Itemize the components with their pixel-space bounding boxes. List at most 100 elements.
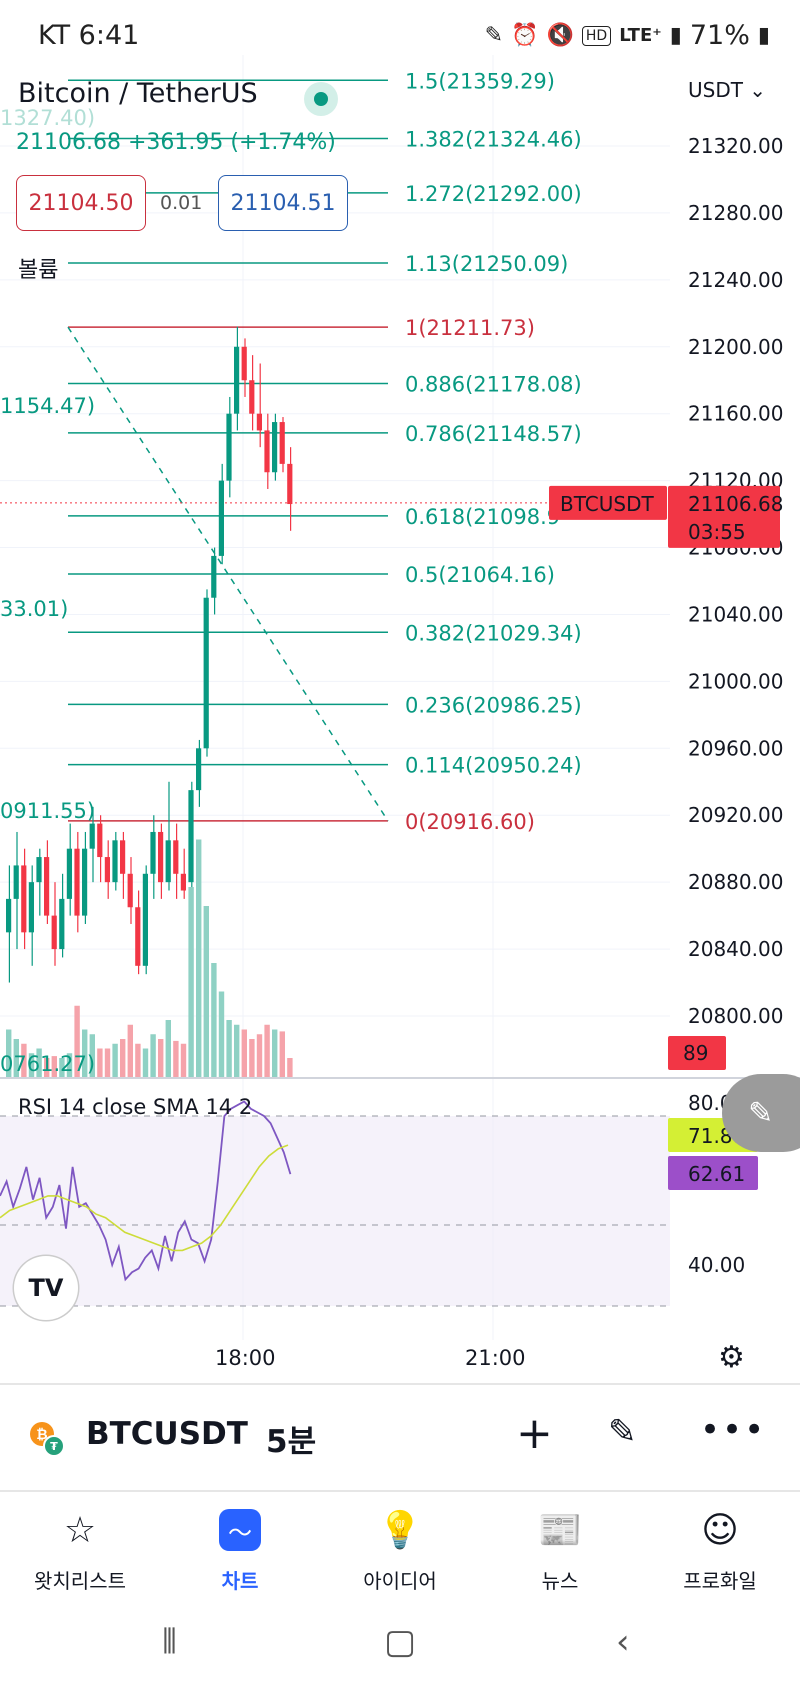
volume-bar (180, 1043, 187, 1077)
battery-percent: 71% (689, 20, 750, 51)
alarm-icon: ⏰ (511, 23, 539, 48)
candle-body (279, 422, 285, 464)
candle-body (226, 413, 232, 481)
candle-body (36, 857, 42, 883)
status-time: KT 6:41 (38, 20, 140, 51)
volume-bar (279, 1031, 285, 1077)
candle-body (120, 840, 126, 874)
candle-body (203, 597, 209, 749)
fib-level-label: 0.886(21178.08) (405, 372, 582, 396)
mute-icon: 🔇 (546, 23, 574, 48)
candle-body (104, 857, 110, 883)
price-change: 21106.68 +361.95 (+1.74%) (16, 130, 336, 155)
fib-level-label: 0.114(20950.24) (405, 754, 582, 778)
volume-bar (112, 1043, 118, 1077)
chart-canvas[interactable]: 1.5(21359.29) 1.382(21324.46) 1.272(21292.… (0, 55, 800, 1345)
rsi-indicator-label[interactable]: RSI 14 close SMA 14 2 (18, 1095, 253, 1119)
volume-label[interactable]: 볼륨 (18, 258, 59, 283)
candle-body (59, 898, 65, 950)
symbol-name[interactable]: BTCUSDT (86, 1416, 248, 1452)
time-label-1800: 18:00 (215, 1346, 276, 1370)
recent-apps-icon[interactable]: ⦀ (162, 1622, 177, 1662)
volume-bar (97, 1048, 103, 1077)
candle-body (6, 898, 12, 933)
candle-body (234, 346, 240, 414)
price-axis-tick: 21320.00 (688, 134, 783, 158)
profile-icon: ☺ (701, 1509, 739, 1551)
candle-body (135, 907, 141, 966)
pen-icon: ✎ (484, 23, 504, 48)
candle-body (21, 865, 27, 933)
candle-body (28, 882, 34, 933)
buy-button[interactable]: 21104.51 (218, 175, 348, 231)
candle-body (158, 831, 164, 883)
status-icons: ✎ ⏰ 🔇 HD LTE⁺ ▮ 71% ▮ (485, 20, 770, 51)
drawing-fab-pencil-icon[interactable]: ✎ (722, 1074, 800, 1152)
volume-bar (241, 1029, 247, 1077)
fib-level-label: 1.382(21324.46) (405, 128, 582, 152)
volume-bar (218, 991, 225, 1077)
sell-button[interactable]: 21104.50 (16, 175, 146, 231)
current-price-tag-bg (668, 485, 780, 548)
rsi-sma-line (0, 1144, 289, 1252)
candle-body (13, 865, 19, 899)
volume-bar (249, 1039, 255, 1077)
fib-level-label: 0(20916.60) (405, 810, 535, 834)
volume-bar (234, 1024, 240, 1077)
symbol-title[interactable]: Bitcoin / TetherUS (18, 78, 258, 109)
network-label: LTE⁺ (619, 25, 662, 46)
battery-icon: ▮ (757, 23, 770, 48)
volume-bar (44, 1058, 50, 1077)
price-axis-tick: 21000.00 (688, 669, 783, 693)
candle-body (249, 380, 255, 414)
candle-body (173, 840, 179, 874)
volume-bar (142, 1048, 149, 1077)
nav-ideas[interactable]: 💡 아이디어 (320, 1505, 480, 1594)
volume-bar (188, 887, 194, 1077)
volume-bar (82, 1029, 88, 1077)
price-axis-tick: 20960.00 (688, 736, 783, 760)
fib-level-label: 0.618(21098.9 (405, 505, 560, 529)
nav-chart[interactable]: 〜 차트 (160, 1505, 320, 1594)
price-axis-tick: 20920.00 (688, 803, 783, 827)
left-fragment-1: 1154.47) (0, 394, 96, 418)
left-fragment-3: 0911.55) (0, 799, 96, 823)
candle-body (180, 873, 186, 891)
volume-bar (287, 1058, 293, 1077)
chart-settings-gear-icon[interactable]: ⚙ (718, 1340, 745, 1375)
volume-bar (226, 1020, 232, 1077)
candle-body (256, 413, 262, 431)
fib-level-label: 1(21211.73) (405, 316, 535, 340)
back-icon[interactable]: ‹ (616, 1622, 630, 1662)
volume-bar (165, 1020, 171, 1077)
nav-label: 프로화일 (683, 1569, 757, 1593)
nav-watchlist[interactable]: ☆ 왓치리스트 (0, 1505, 160, 1594)
volume-bar (13, 1039, 19, 1077)
nav-news[interactable]: 📰 뉴스 (480, 1505, 640, 1594)
fib-trend-line (67, 326, 389, 822)
candle-body (188, 790, 194, 883)
price-axis-tick: 21280.00 (688, 201, 783, 225)
price-axis-tick: 21040.00 (688, 602, 783, 626)
volume-bar (59, 1058, 65, 1077)
volume-bar (264, 1024, 270, 1077)
nav-label: 차트 (221, 1569, 259, 1593)
tradingview-logo[interactable]: 𝗧𝗩 (14, 1256, 78, 1320)
svg-text:₿: ₿ (36, 1427, 47, 1443)
volume-badge-bg (668, 1036, 726, 1070)
candle-body (142, 873, 148, 966)
candle-body (97, 823, 103, 858)
time-axis[interactable]: 18:00 21:00 (0, 1340, 800, 1382)
interval-selector[interactable]: 5분 (266, 1424, 317, 1460)
currency-selector: USDT ⌄ (688, 78, 766, 102)
nav-profile[interactable]: ☺ 프로화일 (640, 1505, 800, 1594)
drawing-tools-pen-icon[interactable]: ✎ (608, 1412, 637, 1452)
price-axis-tick: 21160.00 (688, 402, 783, 426)
volume-bar (21, 1043, 27, 1077)
more-options-icon[interactable]: ••• (700, 1410, 767, 1450)
home-icon[interactable]: ▢ (384, 1622, 417, 1662)
candle-body (66, 848, 72, 899)
volume-bar (196, 839, 202, 1077)
add-plus-icon[interactable]: + (516, 1408, 553, 1459)
volume-bar (211, 963, 217, 1077)
